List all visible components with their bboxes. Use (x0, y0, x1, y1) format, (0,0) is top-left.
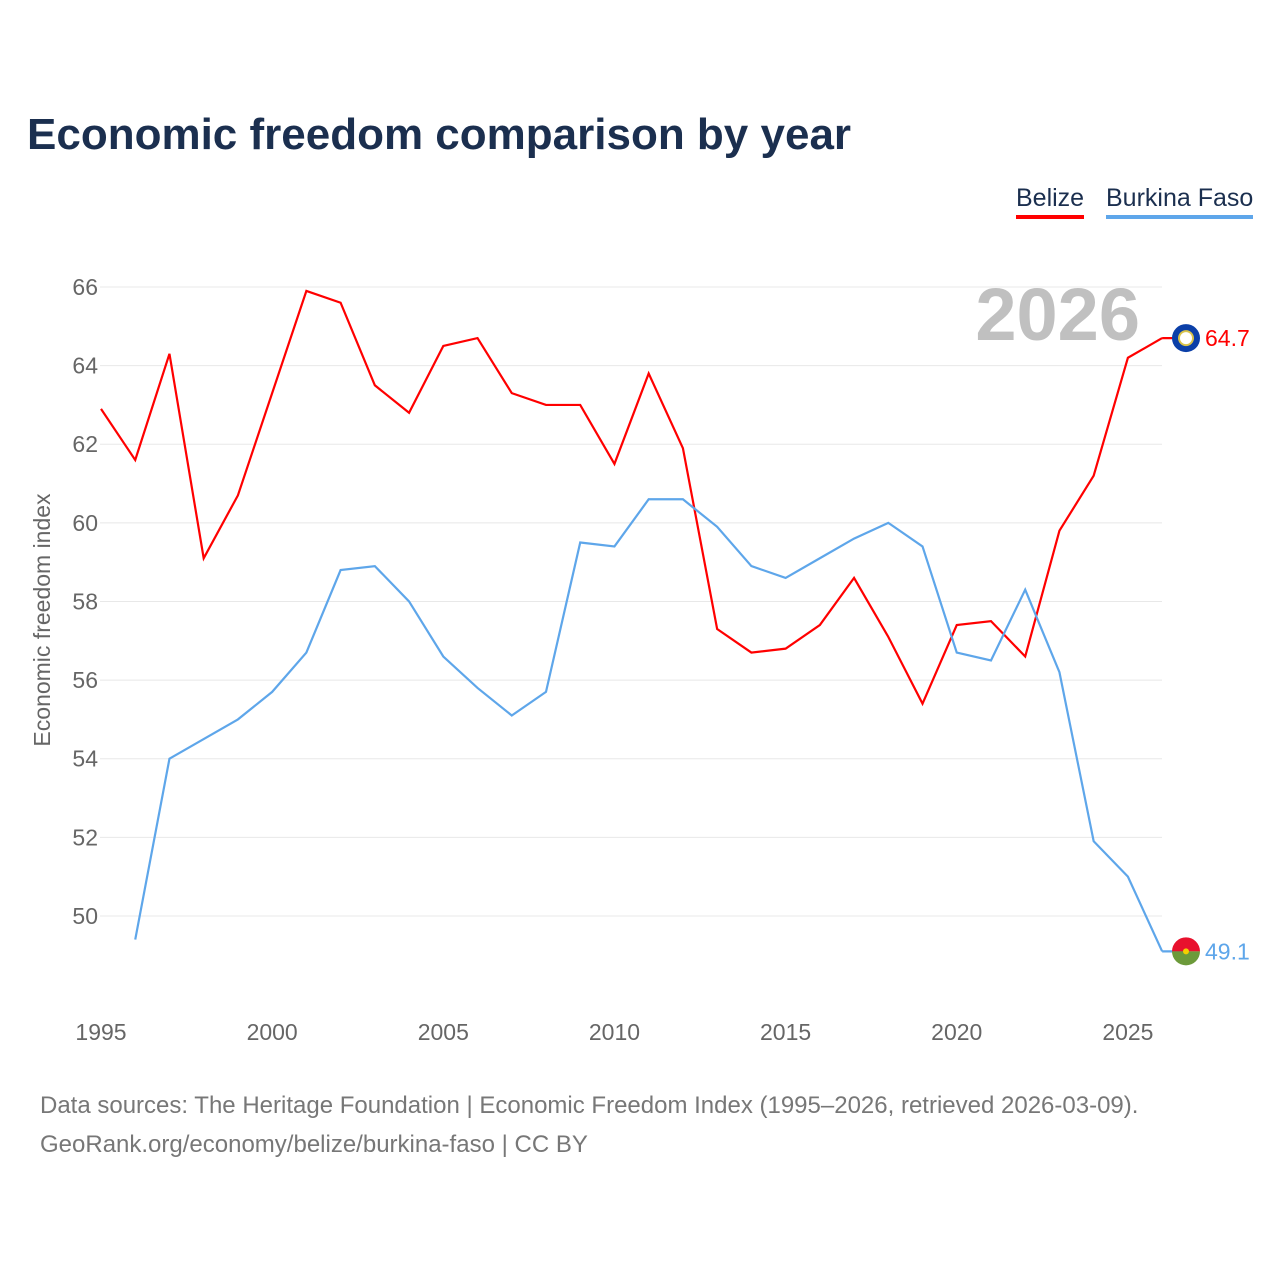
series-end-label: 64.7 (1205, 325, 1250, 351)
x-tick-label: 2005 (418, 1019, 469, 1045)
x-tick-label: 2020 (931, 1019, 982, 1045)
footer-sources: Data sources: The Heritage Foundation | … (40, 1092, 1139, 1119)
year-watermark: 2026 (975, 273, 1140, 356)
burkina-flag-star (1183, 948, 1189, 955)
y-tick-label: 58 (72, 588, 98, 614)
legend-belize[interactable]: Belize (1016, 184, 1085, 219)
x-tick-label: 1995 (75, 1019, 126, 1045)
series-line-0 (100, 289, 1163, 707)
y-tick-label: 60 (72, 510, 98, 536)
x-tick-label: 2000 (247, 1019, 298, 1045)
burkina-flag-lower (1172, 951, 1200, 966)
x-tick-label: 2015 (760, 1019, 811, 1045)
y-tick-label: 52 (72, 824, 98, 850)
footer: Data sources: The Heritage Foundation | … (40, 1086, 1138, 1164)
x-tick-label: 2010 (589, 1019, 640, 1045)
y-tick-label: 56 (72, 667, 98, 693)
y-axis-label: Economic freedom index (29, 493, 55, 747)
burkina-flag-icon (1172, 937, 1200, 952)
y-tick-label: 62 (72, 431, 98, 457)
y-tick-label: 64 (72, 353, 98, 379)
belize-flag-emblem (1178, 330, 1194, 347)
footer-link[interactable]: GeoRank.org/economy/belize/burkina-faso … (40, 1131, 588, 1158)
y-tick-label: 50 (72, 903, 98, 929)
legend-burkina-faso[interactable]: Burkina Faso (1106, 184, 1254, 219)
chart-title: Economic freedom comparison by year (27, 110, 852, 159)
y-tick-label: 54 (72, 746, 98, 772)
series-end-label: 49.1 (1205, 938, 1250, 964)
series-line-1 (134, 498, 1164, 952)
x-tick-label: 2025 (1102, 1019, 1153, 1045)
y-tick-label: 66 (72, 274, 98, 300)
